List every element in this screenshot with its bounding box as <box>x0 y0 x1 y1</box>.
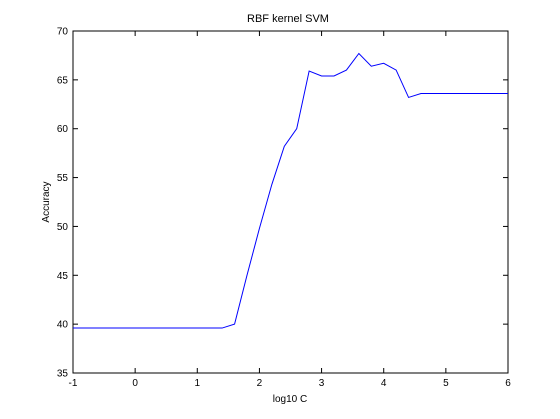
plot-area <box>73 31 508 373</box>
x-tick-label: 5 <box>443 378 449 389</box>
x-tick-label: -1 <box>69 378 78 389</box>
x-tick-label: 6 <box>505 378 511 389</box>
y-tick-label: 40 <box>57 320 69 331</box>
y-tick-label: 35 <box>57 369 69 380</box>
chart-title: RBF kernel SVM <box>247 13 329 25</box>
x-tick-label: 4 <box>381 378 387 389</box>
y-axis-label: Accuracy <box>41 181 52 222</box>
y-tick-label: 55 <box>57 173 69 184</box>
y-tick-label: 70 <box>57 27 69 38</box>
y-tick-label: 60 <box>57 124 69 135</box>
x-axis-label: log10 C <box>273 394 307 405</box>
x-tick-label: 0 <box>132 378 138 389</box>
y-tick-label: 65 <box>57 75 69 86</box>
x-tick-label: 3 <box>319 378 325 389</box>
x-tick-label: 2 <box>257 378 263 389</box>
y-tick-label: 45 <box>57 271 69 282</box>
y-tick-label: 50 <box>57 222 69 233</box>
x-tick-label: 1 <box>195 378 201 389</box>
